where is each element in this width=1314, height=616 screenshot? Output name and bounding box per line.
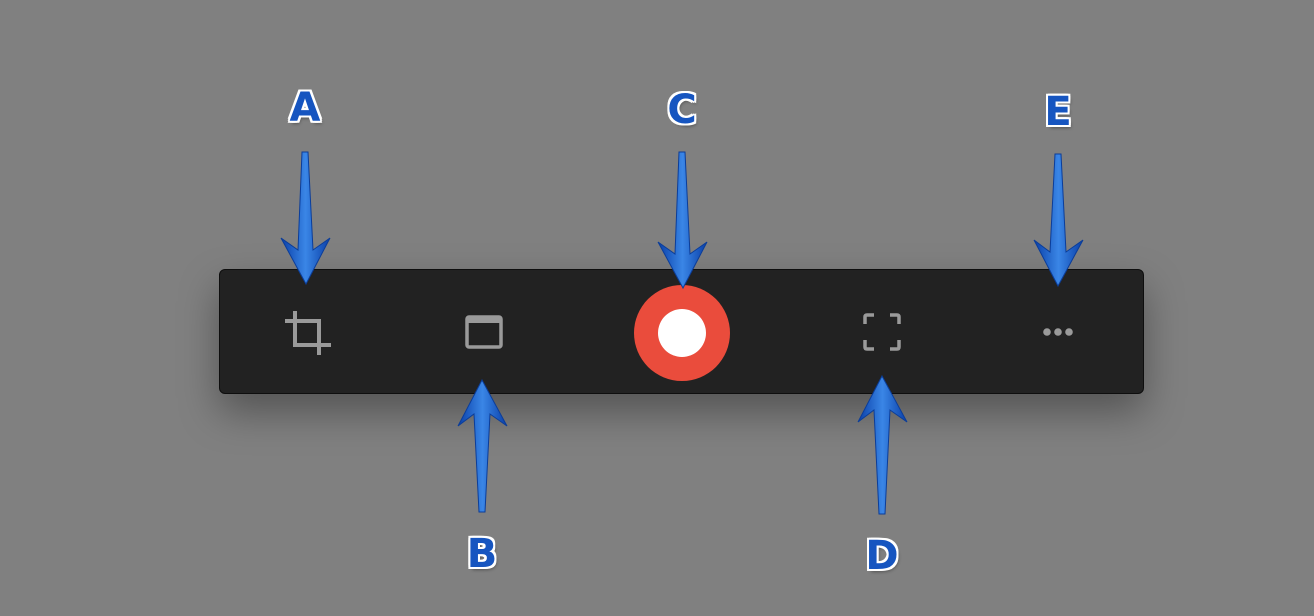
window-capture-button[interactable] xyxy=(460,310,508,354)
record-button[interactable] xyxy=(633,284,731,382)
annotation-label-b: B xyxy=(466,531,498,577)
annotation-label-e: E xyxy=(1044,89,1073,135)
more-options-button[interactable] xyxy=(1036,318,1080,346)
arrow-d-icon xyxy=(857,374,908,515)
crop-icon xyxy=(285,311,331,355)
more-icon xyxy=(1043,328,1073,336)
arrow-c-icon xyxy=(657,151,708,290)
record-icon xyxy=(634,285,730,381)
fullscreen-icon xyxy=(863,313,901,351)
record-dot xyxy=(658,309,706,357)
annotation-label-d: D xyxy=(865,533,900,579)
crop-button[interactable] xyxy=(281,307,335,361)
annotation-label-c: C xyxy=(667,87,698,133)
fullscreen-capture-button[interactable] xyxy=(858,308,906,356)
annotation-label-a: A xyxy=(289,85,321,131)
arrow-b-icon xyxy=(457,378,508,513)
arrow-a-icon xyxy=(280,151,331,286)
window-icon xyxy=(465,315,503,349)
arrow-e-icon xyxy=(1033,153,1084,288)
